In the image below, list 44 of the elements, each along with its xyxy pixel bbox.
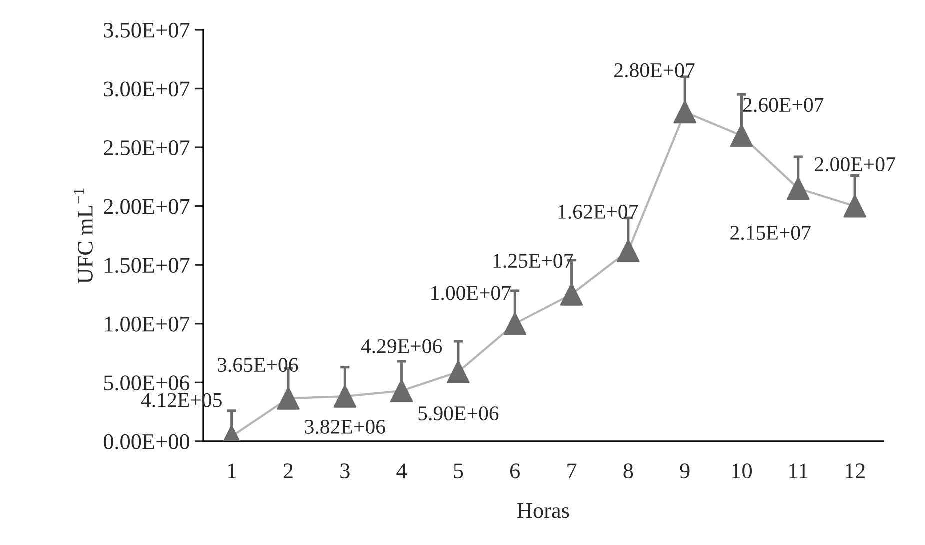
y-tick-label: 2.00E+07 <box>104 199 190 214</box>
point <box>277 387 300 410</box>
data-label: 2.60E+07 <box>743 98 824 112</box>
data-label: 2.00E+07 <box>815 157 896 172</box>
point <box>560 283 584 306</box>
point <box>787 177 810 200</box>
y-tick-label: 0.00E+00 <box>104 434 190 450</box>
point <box>334 385 357 408</box>
point <box>730 124 754 148</box>
y-tick-label: 1.00E+07 <box>105 316 190 332</box>
point <box>504 312 526 336</box>
x-tick-label: 11 <box>790 464 808 478</box>
y-axis-title: UFC mL$^{−1}$ <box>74 188 93 284</box>
x-tick-label: 4 <box>396 464 408 478</box>
data-label: 3.82E+06 <box>305 420 386 434</box>
data-label: 2.15E+07 <box>730 226 811 240</box>
point <box>447 360 470 384</box>
x-tick-label: 10 <box>732 464 752 479</box>
x-tick-label: 5 <box>454 464 464 479</box>
y-tick-label: 5.00E+06 <box>104 376 190 391</box>
point <box>617 240 640 262</box>
y-tick-label: 2.50E+07 <box>104 140 190 156</box>
x-tick-label: 3 <box>340 464 350 479</box>
data-label: 1.62E+07 <box>558 204 638 220</box>
data-label: 1.25E+07 <box>494 254 574 268</box>
x-tick-label: 6 <box>510 464 520 479</box>
data-label: 4.29E+06 <box>361 339 442 354</box>
x-axis-title: Horas <box>518 503 570 518</box>
data-label: 2.80E+07 <box>614 63 695 78</box>
x-tick-label: 1 <box>228 464 236 478</box>
point <box>674 100 696 124</box>
y-tick-label: 1.50E+07 <box>105 258 190 274</box>
x-tick-label: 8 <box>624 464 634 479</box>
y-tick-label: 3.00E+07 <box>104 82 190 97</box>
point <box>390 380 414 402</box>
data-label: 3.65E+06 <box>218 358 298 372</box>
point <box>844 194 866 218</box>
x-tick-label: 7 <box>568 464 577 478</box>
x-tick-label: 12 <box>846 464 865 478</box>
data-label: 5.90E+06 <box>418 406 499 421</box>
x-tick-label: 2 <box>284 464 293 478</box>
data-label: 1.00E+07 <box>432 286 511 300</box>
x-tick-label: 9 <box>680 464 690 479</box>
y-tick-label: 3.50E+07 <box>104 22 190 38</box>
